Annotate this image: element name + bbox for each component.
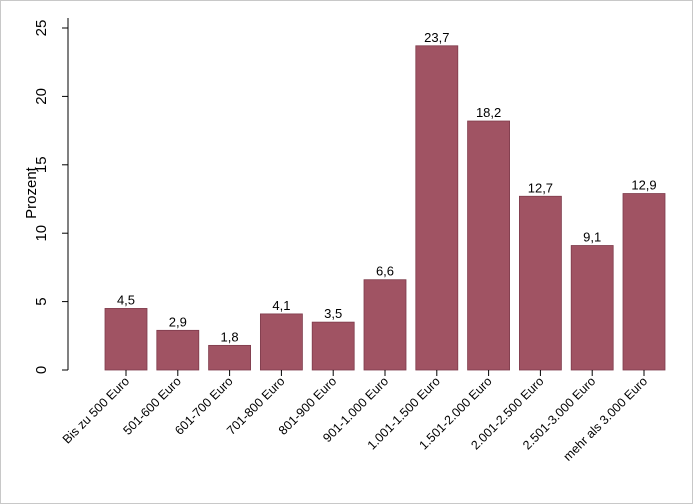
y-tick-label: 25: [33, 20, 50, 37]
axes: 0 5 10 15 20 25: [33, 18, 69, 374]
bar: [156, 329, 200, 371]
bar: [415, 45, 459, 371]
bar: [311, 321, 355, 371]
bar-value-label: 4,1: [272, 298, 290, 313]
bar-value-label: 3,5: [324, 306, 342, 321]
y-tick-label: 15: [33, 156, 50, 173]
bar-value-label: 23,7: [424, 30, 449, 45]
bar-value-label: 4,5: [117, 292, 135, 307]
bar: [467, 120, 511, 371]
y-axis-label: Prozent: [23, 166, 40, 219]
value-labels: 4,5 2,9 1,8 4,1 3,5 6,6 23,7 18,2 12,7 9,1 12,9: [117, 30, 657, 345]
y-tick-label: 0: [33, 366, 50, 374]
y-tick-label: 20: [33, 88, 50, 105]
bar-value-label: 18,2: [476, 105, 501, 120]
bar-value-label: 9,1: [583, 230, 601, 245]
bars: [104, 45, 666, 371]
y-tick-label: 10: [33, 225, 50, 242]
bar-value-label: 12,7: [528, 180, 553, 195]
y-tick-label: 5: [33, 297, 50, 305]
bar: [259, 313, 303, 371]
bar: [104, 308, 148, 371]
bar-value-label: 6,6: [376, 264, 394, 279]
bar-value-label: 1,8: [221, 329, 239, 344]
bar: [622, 193, 666, 371]
bar-value-label: 2,9: [169, 314, 187, 329]
bar: [363, 279, 407, 371]
bar-value-label: 12,9: [631, 178, 656, 193]
bar: [519, 195, 562, 371]
bar: [208, 344, 252, 371]
bar: [570, 245, 614, 371]
x-tick-label: Bis zu 500 Euro: [60, 374, 132, 446]
